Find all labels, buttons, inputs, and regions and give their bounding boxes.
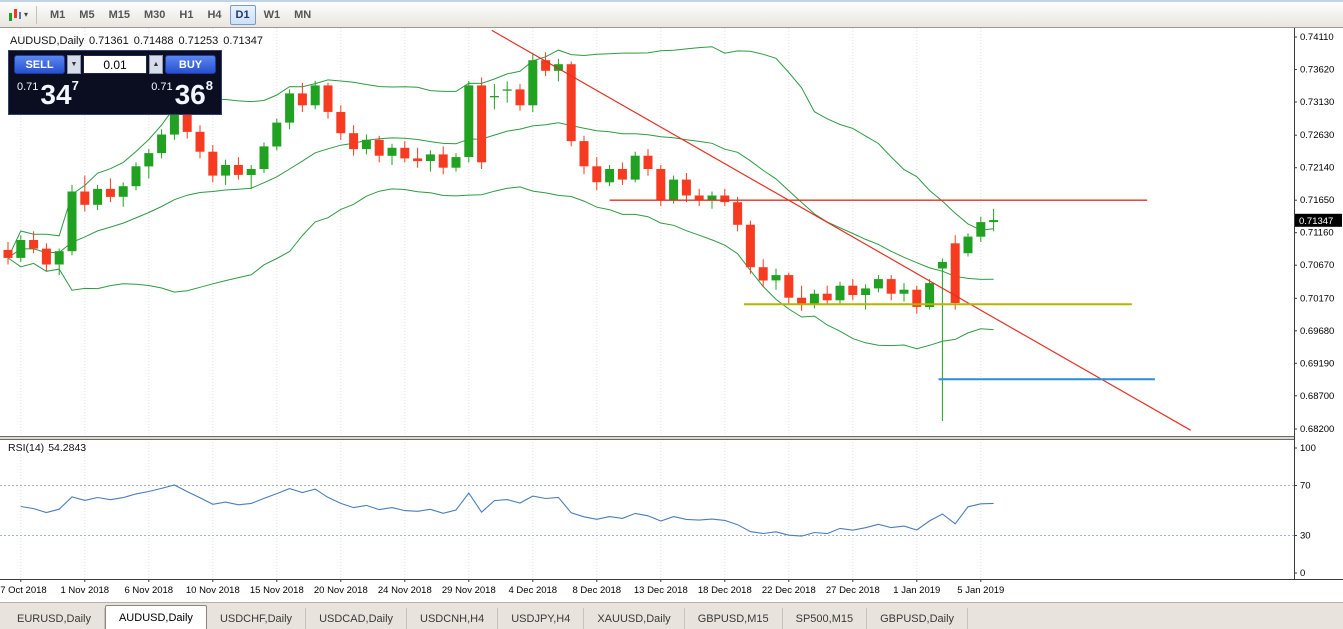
svg-text:0.72140: 0.72140 xyxy=(1300,163,1334,174)
candles-layer xyxy=(3,52,999,421)
rsi-value: 54.2843 xyxy=(48,442,87,454)
svg-text:30: 30 xyxy=(1300,531,1311,542)
low-value: 0.71253 xyxy=(178,35,219,47)
tab-usdchf-daily[interactable]: USDCHF,Daily xyxy=(207,608,307,629)
timeframe-button-m30[interactable]: M30 xyxy=(143,8,166,21)
svg-text:100: 100 xyxy=(1300,443,1316,454)
timeframe-button-group: M1 M5 M15 M30 H1 H4 D1 W1 MN xyxy=(43,4,318,25)
price-axis[interactable]: 0.74110 0.73620 0.73130 0.72630 0.72140 0.716… xyxy=(1294,28,1343,602)
close-value: 0.71347 xyxy=(223,35,264,47)
svg-text:0.70170: 0.70170 xyxy=(1300,293,1334,304)
svg-text:24 Nov 2018: 24 Nov 2018 xyxy=(378,585,432,596)
timeframe-button-d1[interactable]: D1 xyxy=(229,4,256,25)
svg-text:22 Dec 2018: 22 Dec 2018 xyxy=(762,585,816,596)
svg-text:0: 0 xyxy=(1300,568,1305,579)
svg-text:0.69680: 0.69680 xyxy=(1300,326,1334,337)
svg-text:0.68200: 0.68200 xyxy=(1300,424,1334,435)
tab-gbpusd-daily[interactable]: GBPUSD,Daily xyxy=(867,608,969,629)
buy-price-big: 36 xyxy=(174,79,206,110)
timeframe-button-h1[interactable]: H1 xyxy=(179,8,194,21)
tab-eurusd-daily[interactable]: EURUSD,Daily xyxy=(4,608,105,629)
svg-text:0.74110: 0.74110 xyxy=(1300,32,1334,43)
svg-text:0.68700: 0.68700 xyxy=(1300,391,1334,402)
timeframe-button-mn[interactable]: MN xyxy=(294,8,312,21)
chart-area[interactable]: 0.74110 0.73620 0.73130 0.72630 0.72140 0.716… xyxy=(0,28,1343,602)
timeframe-button-m1[interactable]: M1 xyxy=(50,8,66,21)
trendline[interactable] xyxy=(491,29,1192,431)
svg-text:4 Dec 2018: 4 Dec 2018 xyxy=(509,585,558,596)
svg-text:1 Jan 2019: 1 Jan 2019 xyxy=(893,585,940,596)
tab-xauusd-daily[interactable]: XAUUSD,Daily xyxy=(584,608,685,629)
svg-text:1 Nov 2018: 1 Nov 2018 xyxy=(61,585,110,596)
buy-button[interactable]: BUY xyxy=(165,55,216,74)
svg-text:29 Nov 2018: 29 Nov 2018 xyxy=(442,585,496,596)
chart-tabs-bar: EURUSD,Daily AUDUSD,Daily USDCHF,Daily USDC… xyxy=(0,602,1343,629)
svg-text:10 Nov 2018: 10 Nov 2018 xyxy=(186,585,240,596)
rsi-name: RSI(14) xyxy=(8,442,45,454)
svg-text:0.71347: 0.71347 xyxy=(1299,216,1333,227)
main-chart[interactable]: 0.741100.736200.731300.726300.721400.716… xyxy=(0,28,1343,602)
timeframe-button-m15[interactable]: M15 xyxy=(108,8,130,21)
svg-text:0.71160: 0.71160 xyxy=(1300,228,1334,239)
one-click-trading-panel: SELL ▼ 0.01 ▲ BUY 0.71347 0.71368 xyxy=(8,50,222,115)
timeframe-button-m5[interactable]: M5 xyxy=(79,8,95,21)
svg-text:0.72630: 0.72630 xyxy=(1300,130,1334,141)
buy-price-sup: 8 xyxy=(205,78,213,93)
svg-text:0.71650: 0.71650 xyxy=(1300,195,1334,206)
grid-lines xyxy=(20,28,982,579)
dropdown-caret-icon[interactable]: ▾ xyxy=(24,10,29,19)
svg-text:13 Dec 2018: 13 Dec 2018 xyxy=(634,585,688,596)
svg-text:0.73130: 0.73130 xyxy=(1300,97,1334,108)
mini-candles-glyph xyxy=(9,8,21,21)
volume-down-button[interactable]: ▼ xyxy=(67,55,81,74)
date-axis[interactable]: 27 Oct 2018 1 Nov 2018 6 Nov 2018 10 Nov 20… xyxy=(0,579,1343,596)
svg-text:0.70670: 0.70670 xyxy=(1300,260,1334,271)
buy-price: 0.71368 xyxy=(151,78,213,109)
svg-text:18 Dec 2018: 18 Dec 2018 xyxy=(698,585,752,596)
svg-text:27 Oct 2018: 27 Oct 2018 xyxy=(0,585,47,596)
rsi-label: RSI(14) 54.2843 xyxy=(8,442,90,454)
timeframe-button-w1[interactable]: W1 xyxy=(263,8,281,21)
svg-text:6 Nov 2018: 6 Nov 2018 xyxy=(125,585,174,596)
svg-text:0.73620: 0.73620 xyxy=(1300,65,1334,76)
new-order-icon[interactable] xyxy=(6,7,24,23)
high-value: 0.71488 xyxy=(133,35,174,47)
sell-price-prefix: 0.71 xyxy=(17,81,39,93)
symbol-label: AUDUSD,Daily xyxy=(10,35,84,47)
sell-button[interactable]: SELL xyxy=(14,55,65,74)
svg-text:20 Nov 2018: 20 Nov 2018 xyxy=(314,585,368,596)
toolbar-separator xyxy=(36,5,38,24)
svg-text:5 Jan 2019: 5 Jan 2019 xyxy=(957,585,1004,596)
sell-price: 0.71347 xyxy=(17,78,79,109)
tab-sp500-m15[interactable]: SP500,M15 xyxy=(783,608,868,629)
svg-text:70: 70 xyxy=(1300,481,1311,492)
toolbar: ▾ M1 M5 M15 M30 H1 H4 D1 W1 MN xyxy=(0,0,1343,28)
svg-text:27 Dec 2018: 27 Dec 2018 xyxy=(826,585,880,596)
tab-usdjpy-h4[interactable]: USDJPY,H4 xyxy=(498,608,585,629)
buy-price-prefix: 0.71 xyxy=(151,81,173,93)
pane-splitter[interactable] xyxy=(0,436,1343,440)
rsi-line xyxy=(20,484,994,537)
volume-up-button[interactable]: ▲ xyxy=(149,55,163,74)
symbol-ohlc-info: AUDUSD,Daily 0.71361 0.71488 0.71253 0.71347 xyxy=(10,35,268,47)
svg-text:8 Dec 2018: 8 Dec 2018 xyxy=(573,585,622,596)
tab-usdcad-daily[interactable]: USDCAD,Daily xyxy=(306,608,408,629)
svg-text:0.69190: 0.69190 xyxy=(1300,358,1334,369)
rsi-indicator xyxy=(0,484,1294,537)
sell-price-big: 34 xyxy=(40,79,72,110)
timeframe-button-h4[interactable]: H4 xyxy=(207,8,222,21)
tab-audusd-daily[interactable]: AUDUSD,Daily xyxy=(104,605,207,629)
svg-text:15 Nov 2018: 15 Nov 2018 xyxy=(250,585,304,596)
current-price-badge: 0.71347 xyxy=(1295,213,1342,227)
tab-usdcnh-h4[interactable]: USDCNH,H4 xyxy=(407,608,499,629)
tab-gbpusd-m15[interactable]: GBPUSD,M15 xyxy=(685,608,783,629)
chart-objects xyxy=(491,29,1192,431)
sell-price-sup: 7 xyxy=(71,78,79,93)
volume-input[interactable]: 0.01 xyxy=(83,55,147,74)
open-value: 0.71361 xyxy=(88,35,129,47)
